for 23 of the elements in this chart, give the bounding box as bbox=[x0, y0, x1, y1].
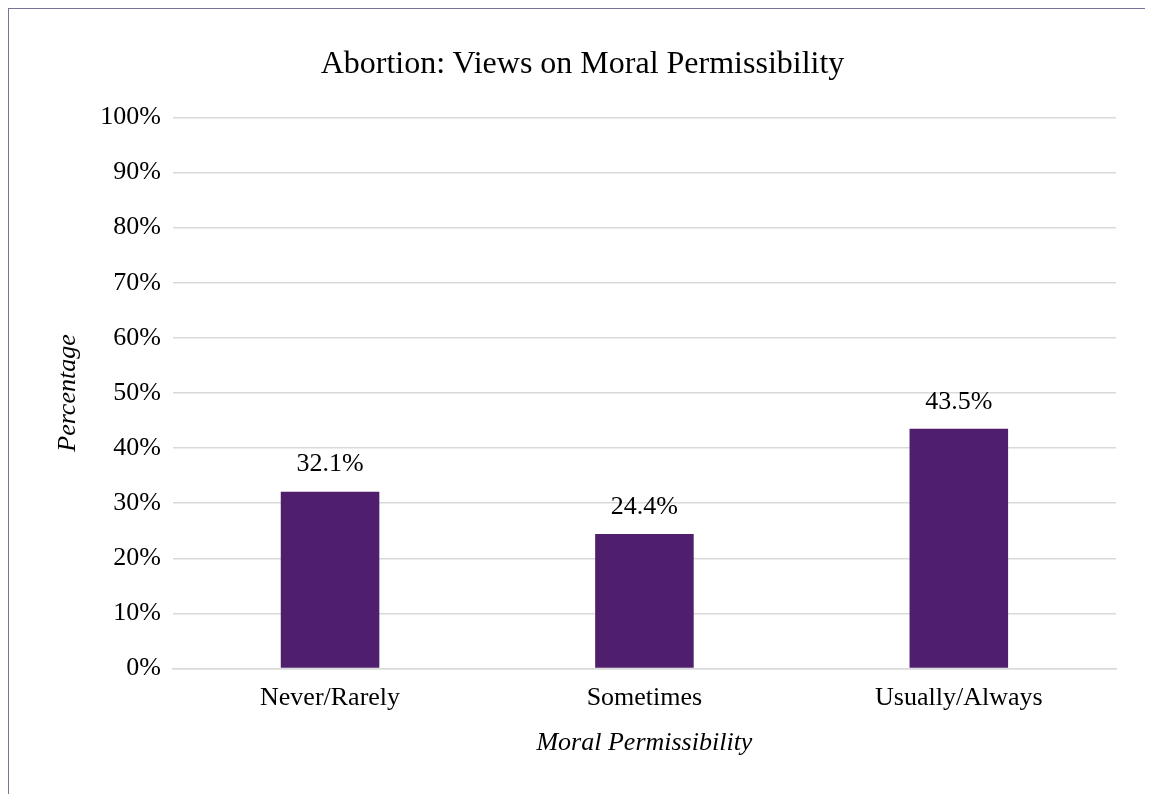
x-tick-label: Sometimes bbox=[586, 682, 703, 712]
y-tick-label: 60% bbox=[113, 321, 161, 351]
y-tick-label: 50% bbox=[113, 376, 161, 406]
y-tick-label: 40% bbox=[113, 431, 161, 461]
data-label: 32.1% bbox=[296, 448, 364, 478]
y-tick-label: 100% bbox=[100, 101, 161, 131]
y-tick-label: 0% bbox=[126, 652, 161, 682]
bar bbox=[595, 534, 694, 668]
y-axis-title: Percentage bbox=[52, 334, 82, 453]
bar bbox=[280, 491, 380, 668]
y-tick-label: 70% bbox=[113, 266, 161, 296]
y-tick-label: 80% bbox=[113, 211, 161, 241]
chart-title: Abortion: Views on Moral Permissibility bbox=[320, 43, 845, 80]
x-tick-label: Usually/Always bbox=[875, 682, 1043, 712]
y-tick-label: 30% bbox=[113, 487, 161, 517]
data-label: 43.5% bbox=[925, 385, 993, 415]
y-tick-label: 90% bbox=[113, 156, 161, 186]
x-tick-label: Never/Rarely bbox=[260, 682, 401, 712]
x-axis-title: Moral Permissibility bbox=[535, 727, 753, 757]
y-tick-label: 10% bbox=[113, 597, 161, 627]
y-tick-label: 20% bbox=[113, 542, 161, 572]
bar bbox=[909, 428, 1009, 668]
data-label: 24.4% bbox=[610, 490, 679, 520]
